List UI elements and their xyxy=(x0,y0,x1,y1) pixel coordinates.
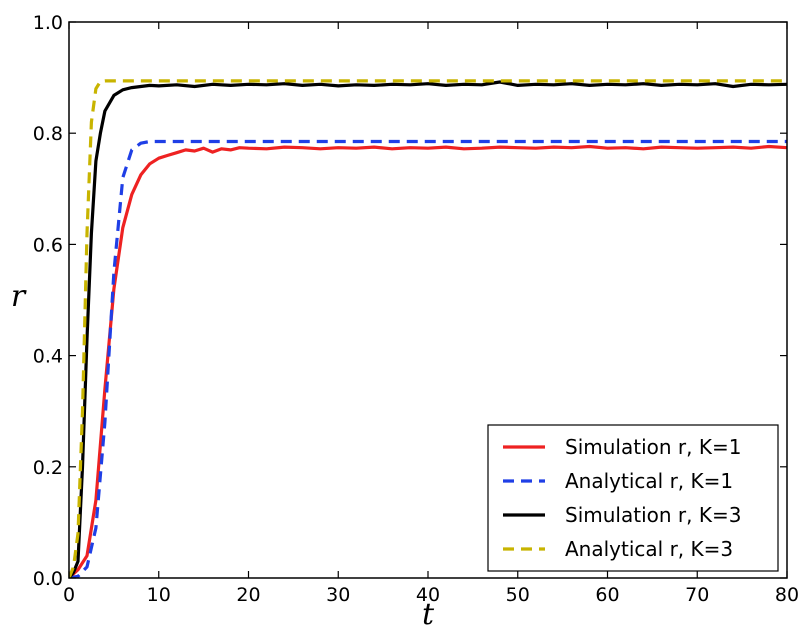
series-line-2 xyxy=(69,139,787,578)
legend-box xyxy=(487,424,779,572)
y-tick-label: 0.8 xyxy=(33,123,63,145)
legend-label-3: Simulation r, K=3 xyxy=(565,503,741,527)
legend: Simulation r, K=1 Analytical r, K=1 Simula… xyxy=(487,424,779,572)
y-tick-label: 1.0 xyxy=(33,12,63,34)
legend-label-1: Simulation r, K=1 xyxy=(565,435,741,459)
x-tick-label: 80 xyxy=(775,584,799,606)
ticks-layer: 0 10 20 30 40 50 60 70 80 0.0 0.2 0.4 0.6 0.8 1.0 xyxy=(33,12,799,606)
x-tick-label: 20 xyxy=(236,584,260,606)
x-tick-label: 0 xyxy=(63,584,75,606)
y-tick-label: 0.4 xyxy=(33,346,63,368)
x-tick-label: 40 xyxy=(416,584,440,606)
x-axis-title: t xyxy=(422,597,435,627)
legend-label-2: Analytical r, K=1 xyxy=(565,469,733,493)
x-tick-label: 50 xyxy=(506,584,530,606)
legend-label-4: Analytical r, K=3 xyxy=(565,537,733,561)
y-axis-title: r xyxy=(11,279,27,314)
y-tick-label: 0.0 xyxy=(33,568,63,590)
series-line-3 xyxy=(69,80,787,578)
x-tick-label: 70 xyxy=(685,584,709,606)
x-tick-label: 30 xyxy=(326,584,350,606)
series-layer xyxy=(69,79,787,578)
y-tick-label: 0.6 xyxy=(33,234,63,256)
series-line-4 xyxy=(69,79,787,578)
series-line-1 xyxy=(69,144,787,578)
y-tick-label: 0.2 xyxy=(33,457,63,479)
x-tick-label: 10 xyxy=(147,584,171,606)
x-tick-label: 60 xyxy=(595,584,619,606)
